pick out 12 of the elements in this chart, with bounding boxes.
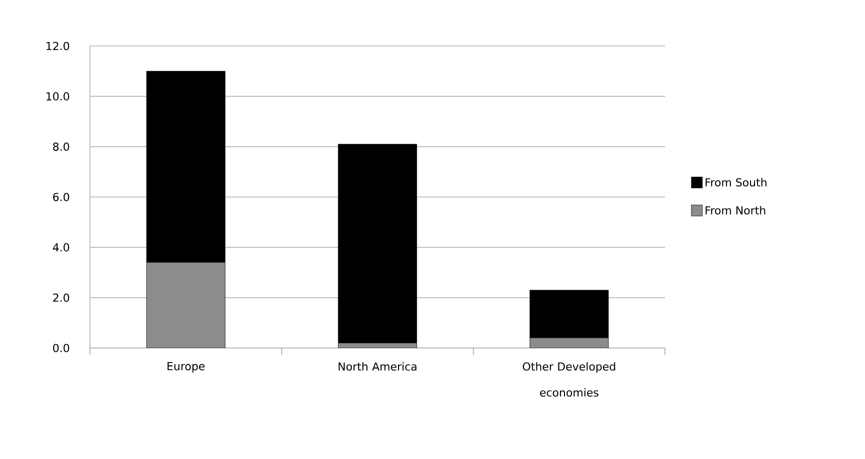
legend-label: From North — [706, 206, 766, 215]
y-tick-label: 6.0 — [53, 192, 70, 202]
x-tick-label: North America — [338, 362, 416, 371]
y-tick-label: 4.0 — [52, 243, 70, 252]
category-label: Other Developed economies — [522, 362, 616, 397]
x-tick-label: Europe — [168, 362, 205, 372]
y-tick-label: 12.0 — [46, 42, 70, 50]
y-tick-label: 0.0 — [53, 344, 70, 352]
y-tick-label: 10.0 — [46, 92, 70, 100]
legend-label: From South — [706, 178, 766, 187]
y-tick-label: 2.0 — [53, 294, 70, 302]
y-tick-label: 8.0 — [53, 142, 70, 151]
